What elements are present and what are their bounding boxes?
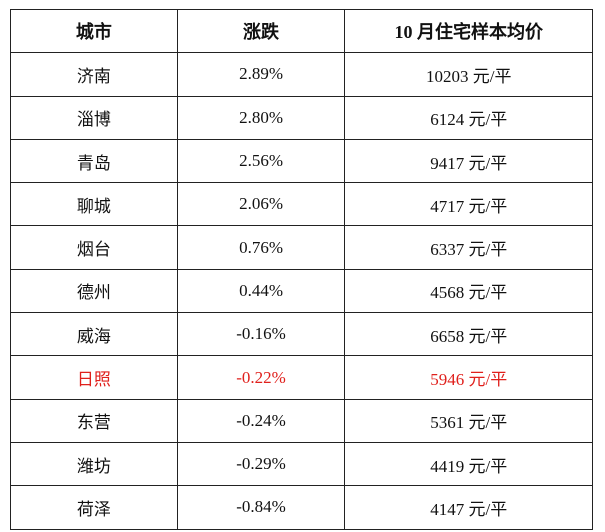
change-cell: 2.56% xyxy=(176,138,346,184)
city-cell: 德州 xyxy=(10,268,178,314)
change-cell: -0.16% xyxy=(176,312,346,357)
city-cell: 济南 xyxy=(10,52,178,97)
change-cell: -0.22% xyxy=(176,355,346,400)
city-cell: 聊城 xyxy=(10,182,178,227)
price-cell: 4419 元/平 xyxy=(344,441,593,487)
city-cell: 青岛 xyxy=(10,138,178,184)
change-cell: -0.84% xyxy=(176,485,346,530)
table-row: 淄博 2.80% 6124 元/平 xyxy=(10,95,593,140)
change-cell: 2.80% xyxy=(176,95,346,140)
table-row: 潍坊 -0.29% 4419 元/平 xyxy=(10,441,593,487)
city-cell: 东营 xyxy=(10,398,178,443)
price-cell: 5946 元/平 xyxy=(344,355,593,400)
price-cell: 6658 元/平 xyxy=(344,312,593,357)
price-cell: 9417 元/平 xyxy=(344,138,593,184)
table-row: 济南 2.89% 10203 元/平 xyxy=(10,52,593,97)
city-cell: 日照 xyxy=(10,355,178,400)
change-cell: 0.44% xyxy=(176,268,346,314)
price-cell: 10203 元/平 xyxy=(344,52,593,97)
city-cell: 荷泽 xyxy=(10,485,178,530)
price-cell: 5361 元/平 xyxy=(344,398,593,443)
change-cell: -0.29% xyxy=(176,441,346,487)
table-row: 德州 0.44% 4568 元/平 xyxy=(10,268,593,314)
city-cell: 潍坊 xyxy=(10,441,178,487)
city-cell: 烟台 xyxy=(10,225,178,270)
table-row: 威海 -0.16% 6658 元/平 xyxy=(10,312,593,357)
price-cell: 4717 元/平 xyxy=(344,182,593,227)
housing-price-table: 城市 涨跌 10 月住宅样本均价 济南 2.89% 10203 元/平 淄博 2.80%… xyxy=(10,8,593,530)
header-city: 城市 xyxy=(10,8,178,54)
change-cell: 2.06% xyxy=(176,182,346,227)
price-cell: 6337 元/平 xyxy=(344,225,593,270)
city-cell: 威海 xyxy=(10,312,178,357)
table-row: 烟台 0.76% 6337 元/平 xyxy=(10,225,593,270)
change-cell: 2.89% xyxy=(176,52,346,97)
table-row: 东营 -0.24% 5361 元/平 xyxy=(10,398,593,443)
table-row: 聊城 2.06% 4717 元/平 xyxy=(10,182,593,227)
city-cell: 淄博 xyxy=(10,95,178,140)
price-cell: 4568 元/平 xyxy=(344,268,593,314)
price-cell: 6124 元/平 xyxy=(344,95,593,140)
table-row: 荷泽 -0.84% 4147 元/平 xyxy=(10,485,593,530)
header-change: 涨跌 xyxy=(176,8,346,54)
change-cell: 0.76% xyxy=(176,225,346,270)
table-row: 青岛 2.56% 9417 元/平 xyxy=(10,138,593,184)
header-price: 10 月住宅样本均价 xyxy=(344,8,593,54)
change-cell: -0.24% xyxy=(176,398,346,443)
table-row: 日照 -0.22% 5946 元/平 xyxy=(10,355,593,400)
header-row: 城市 涨跌 10 月住宅样本均价 xyxy=(10,8,593,54)
price-cell: 4147 元/平 xyxy=(344,485,593,530)
